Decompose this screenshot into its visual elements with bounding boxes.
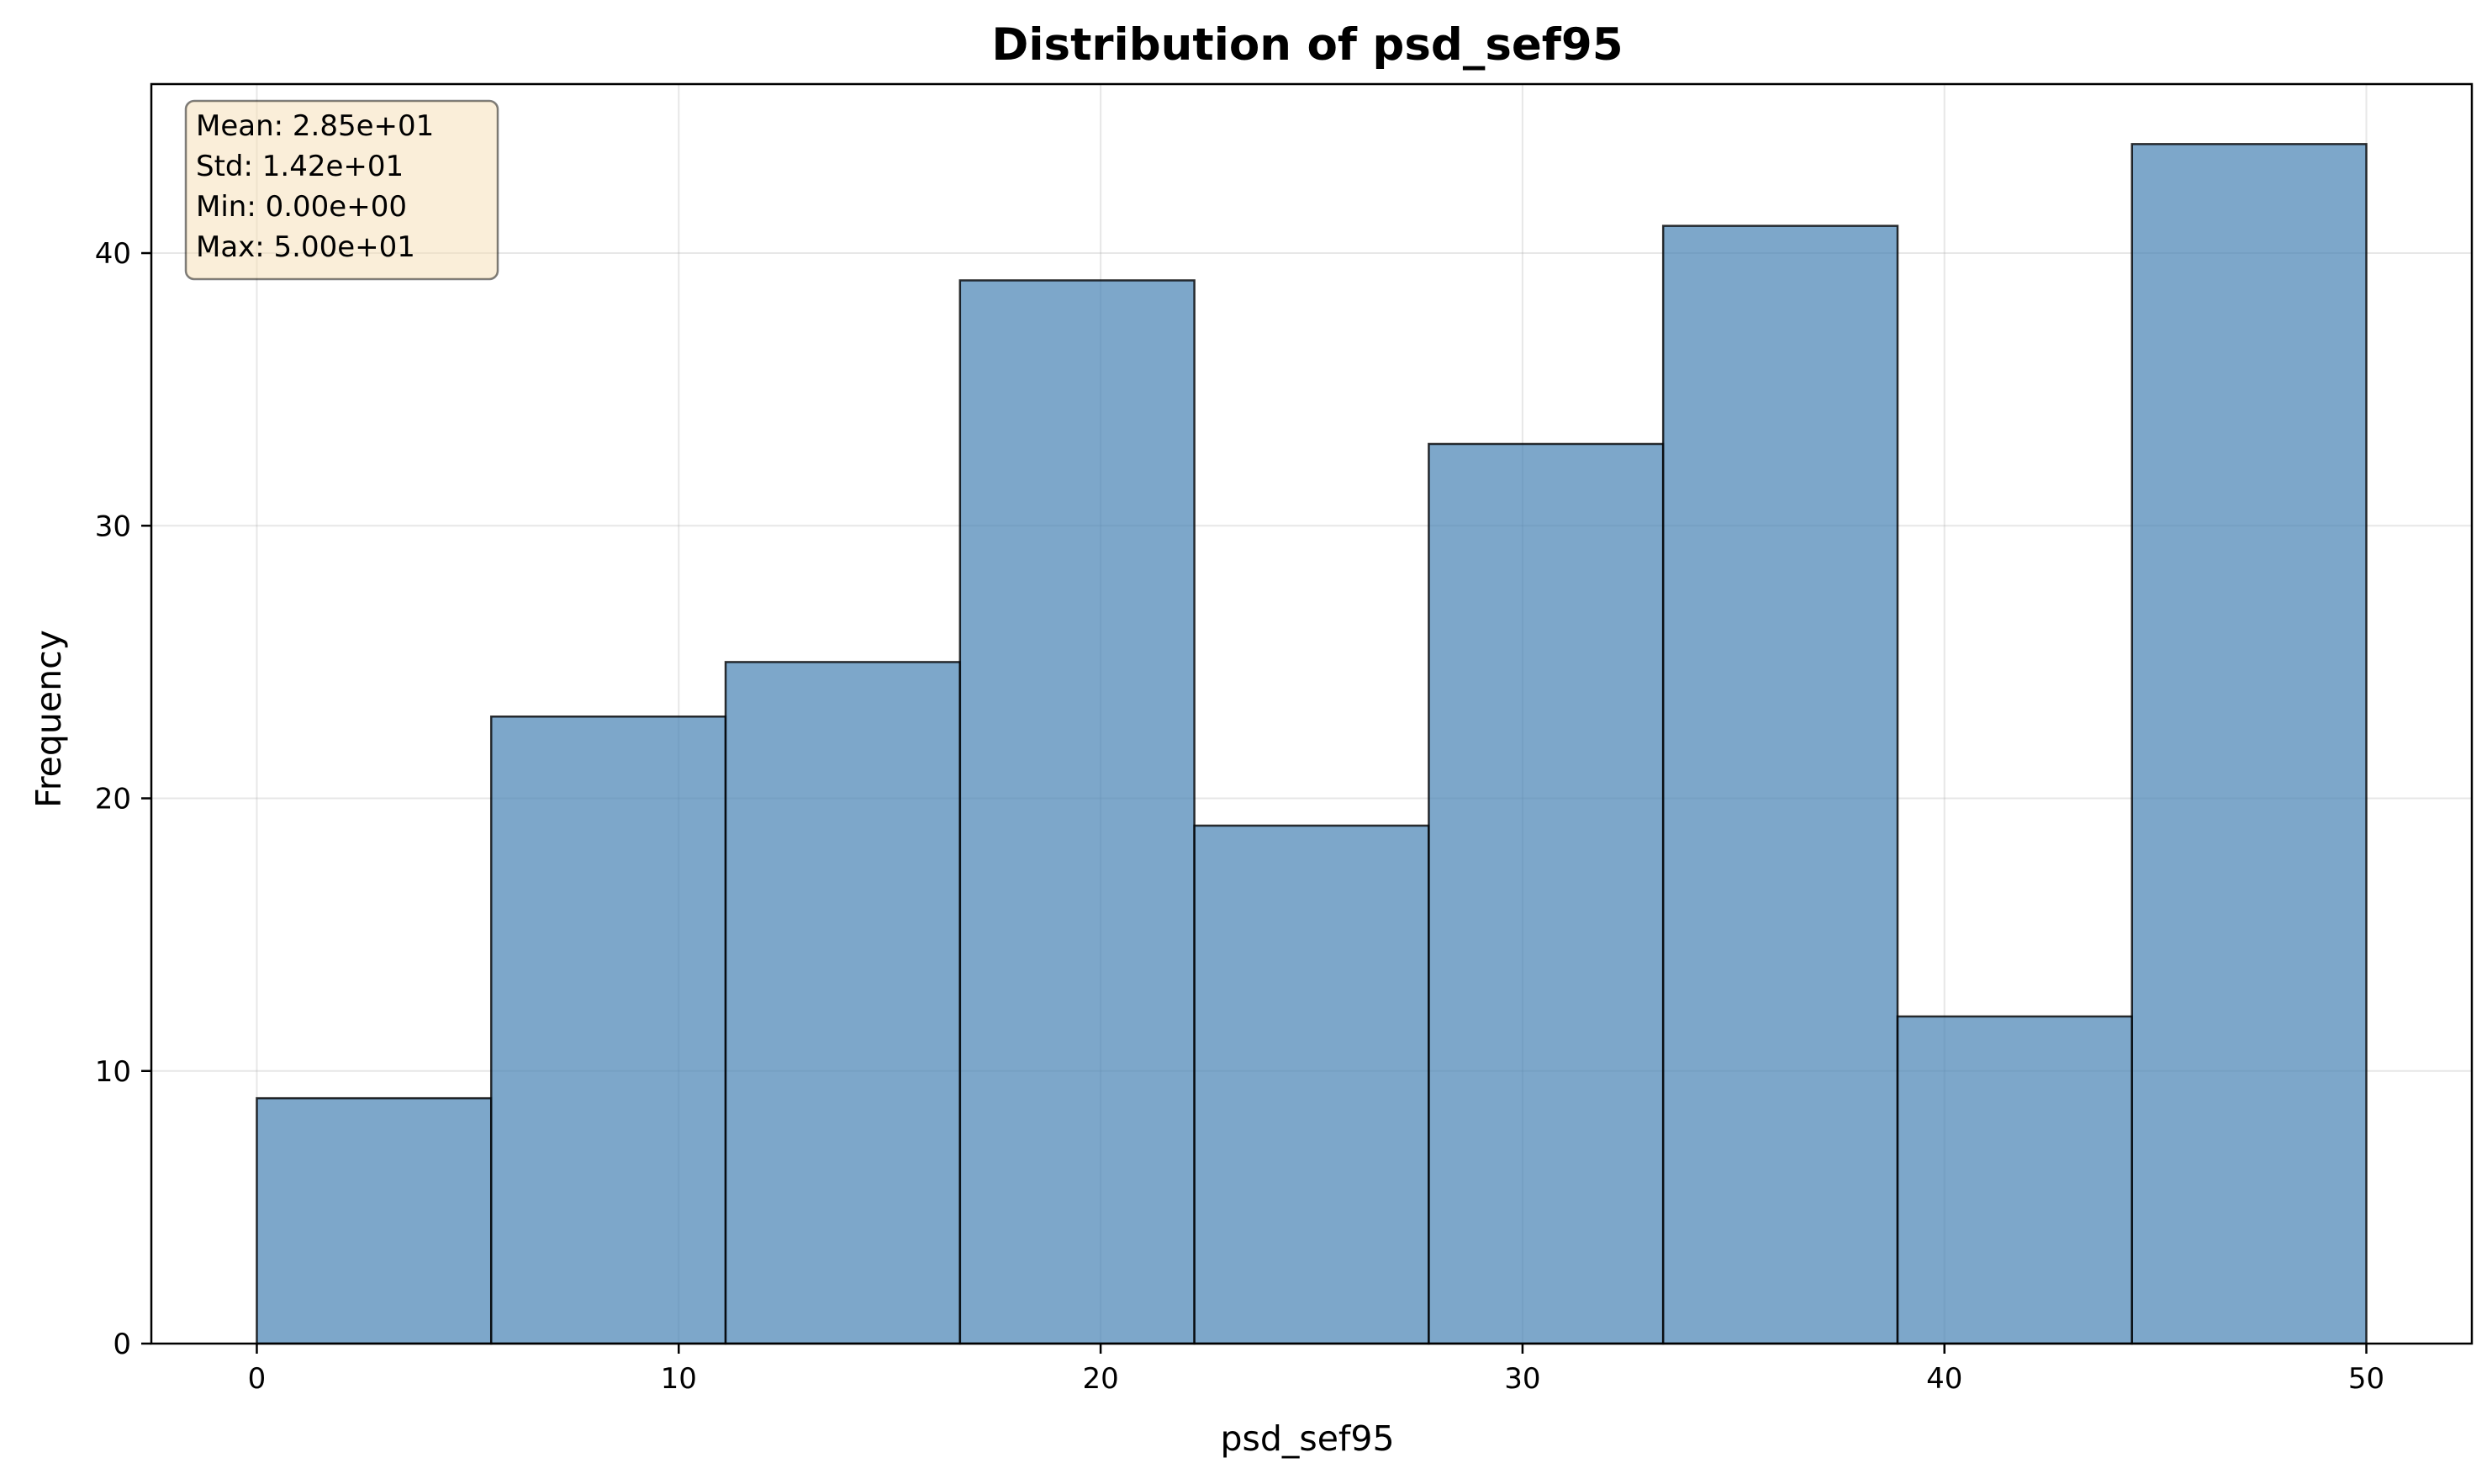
y-tick-label: 40	[95, 237, 131, 271]
y-tick-label: 0	[113, 1328, 131, 1361]
stats-min: Min: 0.00e+00	[196, 190, 407, 224]
stats-mean: Mean: 2.85e+01	[196, 109, 434, 143]
histogram-bar	[1661, 224, 1899, 1345]
histogram-bar	[724, 661, 962, 1345]
x-tick-label: 40	[1926, 1362, 1962, 1396]
histogram-bar	[489, 715, 727, 1345]
x-tick-label: 50	[2348, 1362, 2384, 1396]
chart-title: Distribution of psd_sef95	[991, 19, 1623, 71]
stats-std: Std: 1.42e+01	[196, 150, 404, 183]
x-tick-label: 30	[1504, 1362, 1540, 1396]
x-tick-label: 10	[661, 1362, 697, 1396]
bars	[256, 143, 2368, 1345]
histogram-bar	[1896, 1015, 2134, 1345]
x-tick-label: 20	[1082, 1362, 1118, 1396]
stats-box: Mean: 2.85e+01 Std: 1.42e+01 Min: 0.00e+…	[184, 99, 499, 281]
plot-frame	[150, 82, 2474, 1345]
x-axis-label: psd_sef95	[1220, 1418, 1394, 1459]
ticks: 0 10 20 30 40 50 0 10 20 30 40	[95, 237, 2384, 1396]
stats-max: Max: 5.00e+01	[196, 230, 415, 264]
y-tick-label: 30	[95, 510, 131, 543]
histogram-bar	[1428, 442, 1665, 1345]
y-tick-label: 20	[95, 783, 131, 816]
x-tick-label: 0	[248, 1362, 267, 1396]
histogram-bar	[958, 279, 1196, 1345]
y-tick-label: 10	[95, 1055, 131, 1089]
y-axis-label: Frequency	[29, 630, 69, 808]
stats-box-background	[184, 99, 499, 281]
histogram-bar	[2130, 143, 2368, 1345]
histogram-bar	[1193, 824, 1430, 1345]
histogram-bar	[256, 1096, 493, 1345]
